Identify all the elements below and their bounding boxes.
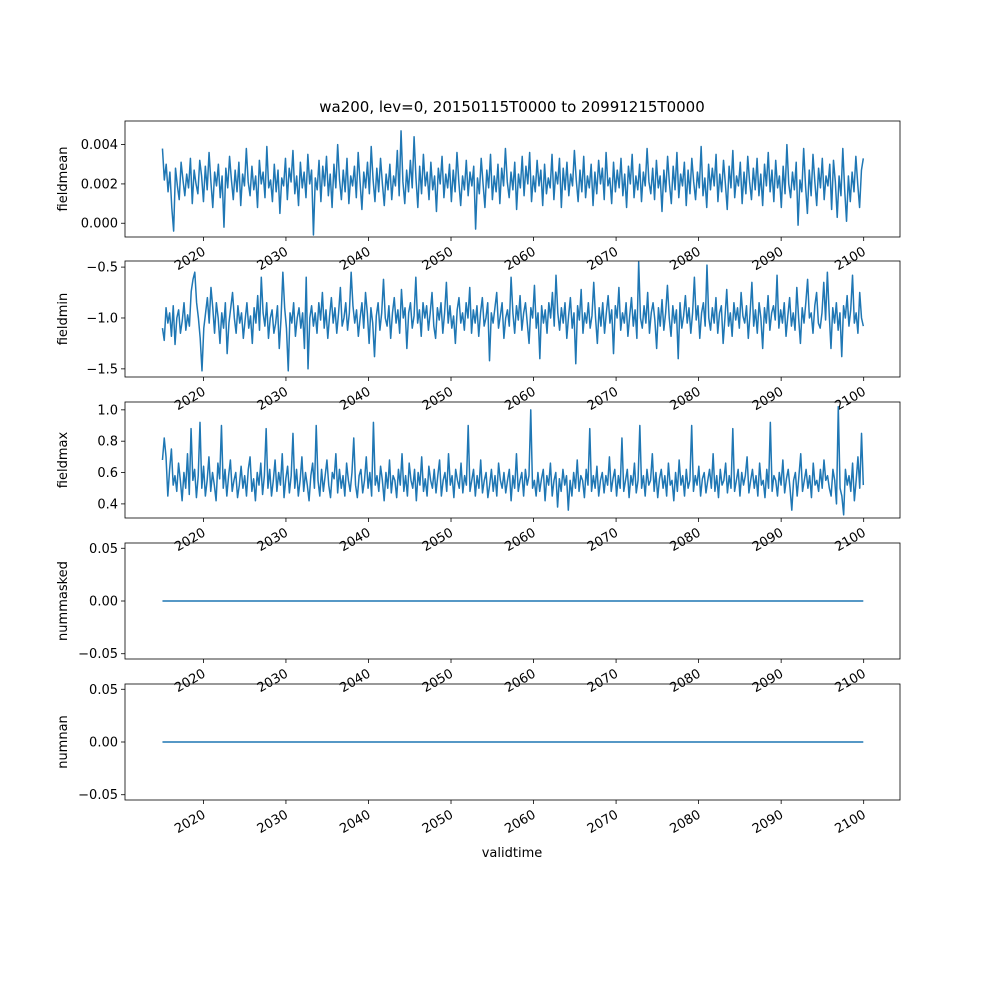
- fieldmean-x-tick-label: 2070: [585, 244, 621, 274]
- nummasked-y-tick-label: 0.05: [89, 542, 118, 557]
- nummasked-x-tick-label: 2100: [833, 666, 869, 696]
- numnan-x-tick-label: 2040: [337, 807, 373, 837]
- fieldmin-x-tick-label: 2060: [502, 384, 538, 414]
- fieldmean-x-tick-label: 2040: [337, 244, 373, 274]
- fieldmax-x-tick-label: 2050: [420, 525, 456, 555]
- fieldmin-y-axis-label: fieldmin: [56, 293, 71, 346]
- nummasked-x-tick-label: 2080: [667, 666, 703, 696]
- fieldmean-x-tick-label: 2060: [502, 244, 538, 274]
- fieldmean-x-tick-label: 2050: [420, 244, 456, 274]
- numnan-x-tick-label: 2050: [420, 807, 456, 837]
- fieldmax-y-axis-label: fieldmax: [56, 432, 71, 489]
- numnan-x-tick-label: 2060: [502, 807, 538, 837]
- nummasked-x-tick-label: 2040: [337, 666, 373, 696]
- numnan-x-tick-label: 2030: [255, 807, 291, 837]
- fieldmax-x-tick-label: 2090: [750, 525, 786, 555]
- fieldmin-series-line: [161, 261, 865, 372]
- nummasked-y-tick-label: −0.05: [78, 647, 118, 662]
- fieldmax-y-tick-label: 1.0: [97, 403, 118, 418]
- fieldmean-series-line: [161, 130, 865, 236]
- fieldmean-axes-frame: [124, 120, 901, 238]
- numnan-x-tick-label: 2090: [750, 807, 786, 837]
- fieldmax-x-tick-label: 2060: [502, 525, 538, 555]
- nummasked-x-tick-label: 2090: [750, 666, 786, 696]
- fieldmax-x-tick-label: 2080: [667, 525, 703, 555]
- fieldmax-axes-frame: [124, 401, 901, 519]
- panel-numnan: −0.05 0.00 0.05 2020 2030 2040 2050 2060 2070 208…: [56, 683, 901, 837]
- fieldmax-x-tick-label: 2100: [833, 525, 869, 555]
- fieldmin-x-tick-label: 2040: [337, 384, 373, 414]
- fieldmin-x-tick-label: 2070: [585, 384, 621, 414]
- panel-fieldmean: 0.000 0.002 0.004 2020 2030 2040 2050 2060 2070 2…: [56, 120, 901, 274]
- nummasked-x-tick-label: 2070: [585, 666, 621, 696]
- fieldmean-x-tick-label: 2100: [833, 244, 869, 274]
- fieldmean-x-tick-label: 2080: [667, 244, 703, 274]
- panels: 0.000 0.002 0.004 2020 2030 2040 2050 2060 2070 2…: [56, 120, 901, 837]
- numnan-y-axis-label: numnan: [56, 715, 71, 769]
- numnan-x-tick-label: 2100: [833, 807, 869, 837]
- numnan-y-tick-label: 0.05: [89, 683, 118, 698]
- nummasked-x-tick-label: 2020: [172, 666, 208, 696]
- fieldmin-y-tick-label: −1.5: [86, 362, 118, 377]
- fieldmax-x-tick-label: 2040: [337, 525, 373, 555]
- fieldmean-x-tick-label: 2020: [172, 244, 208, 274]
- fieldmean-y-tick-label: 0.002: [81, 177, 118, 192]
- numnan-x-tick-label: 2020: [172, 807, 208, 837]
- fieldmax-y-tick-label: 0.8: [97, 435, 118, 450]
- fieldmean-x-tick-label: 2090: [750, 244, 786, 274]
- fieldmin-x-tick-label: 2050: [420, 384, 456, 414]
- fieldmin-x-tick-label: 2080: [667, 384, 703, 414]
- fieldmin-x-tick-label: 2020: [172, 384, 208, 414]
- fieldmean-y-tick-label: 0.000: [81, 217, 118, 232]
- fieldmean-y-axis-label: fieldmean: [56, 147, 71, 212]
- fieldmax-y-tick-label: 0.4: [97, 497, 118, 512]
- nummasked-y-axis-label: nummasked: [56, 561, 71, 641]
- panel-fieldmin: −1.5 −1.0 −0.5 2020 2030 2040 2050 2060 2070 2080…: [56, 260, 901, 414]
- fieldmean-y-tick-label: 0.004: [81, 138, 118, 153]
- fieldmax-x-tick-label: 2020: [172, 525, 208, 555]
- numnan-x-tick-label: 2080: [667, 807, 703, 837]
- fieldmax-y-tick-label: 0.6: [97, 466, 118, 481]
- numnan-x-tick-label: 2070: [585, 807, 621, 837]
- fieldmax-series-line: [161, 405, 865, 516]
- fieldmin-x-tick-label: 2030: [255, 384, 291, 414]
- fieldmin-x-tick-label: 2090: [750, 384, 786, 414]
- nummasked-x-tick-label: 2030: [255, 666, 291, 696]
- fieldmean-x-tick-label: 2030: [255, 244, 291, 274]
- fieldmin-axes-frame: [124, 260, 901, 378]
- x-axis-label: validtime: [482, 846, 543, 861]
- figure-title: wa200, lev=0, 20150115T0000 to 20991215T…: [319, 98, 705, 116]
- fieldmin-y-tick-label: −0.5: [86, 261, 118, 276]
- numnan-y-tick-label: 0.00: [89, 736, 118, 751]
- panel-nummasked: −0.05 0.00 0.05 2020 2030 2040 2050 2060 2070 208…: [56, 542, 901, 696]
- nummasked-x-tick-label: 2060: [502, 666, 538, 696]
- nummasked-y-tick-label: 0.00: [89, 595, 118, 610]
- panel-fieldmax: 0.4 0.6 0.8 1.0 2020 2030 2040 2050 2060 2070 2080…: [56, 401, 901, 555]
- nummasked-x-tick-label: 2050: [420, 666, 456, 696]
- fieldmax-x-tick-label: 2070: [585, 525, 621, 555]
- numnan-y-tick-label: −0.05: [78, 788, 118, 803]
- fieldmin-y-tick-label: −1.0: [86, 311, 118, 326]
- fieldmax-x-tick-label: 2030: [255, 525, 291, 555]
